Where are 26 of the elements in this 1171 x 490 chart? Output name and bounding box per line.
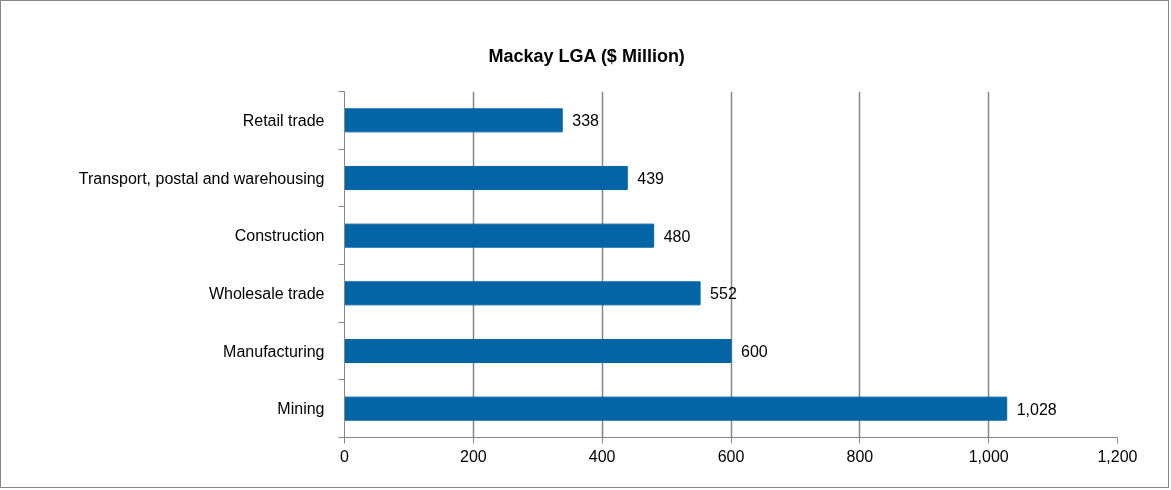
data-label: 338 xyxy=(572,112,600,130)
data-label: 552 xyxy=(710,285,737,303)
bar xyxy=(344,338,732,364)
y-tick-label: Retail trade xyxy=(242,111,325,129)
bar xyxy=(344,108,563,133)
y-tick-label: Construction xyxy=(234,227,325,245)
y-tick-label: Mining xyxy=(277,400,325,418)
x-tick-label: 0 xyxy=(340,447,350,465)
chart-title: Mackay LGA ($ Million) xyxy=(488,46,685,66)
bar xyxy=(344,223,655,248)
data-label: 600 xyxy=(741,343,768,360)
x-tick-label: 1,000 xyxy=(968,447,1009,465)
data-label: 439 xyxy=(637,170,665,187)
bar xyxy=(344,165,628,191)
bar xyxy=(344,281,701,306)
y-tick-label: Wholesale trade xyxy=(208,284,325,302)
x-tick-label: 400 xyxy=(588,447,616,465)
x-tick-label: 600 xyxy=(717,447,745,465)
x-tick-label: 200 xyxy=(459,447,487,465)
data-label: 1,028 xyxy=(1016,400,1057,418)
y-tick-label: Transport, postal and warehousing xyxy=(78,169,325,187)
x-tick-label: 1,200 xyxy=(1097,447,1138,465)
x-tick-label: 800 xyxy=(846,447,874,465)
bar xyxy=(344,396,1008,421)
data-label: 480 xyxy=(663,227,691,245)
y-tick-label: Manufacturing xyxy=(223,342,325,360)
